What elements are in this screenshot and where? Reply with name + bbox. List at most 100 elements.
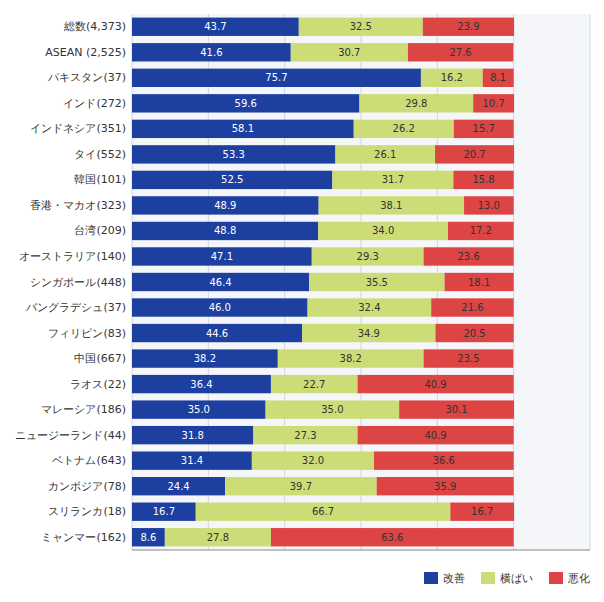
data-label: 10.7 bbox=[482, 98, 504, 109]
bar-segment bbox=[271, 375, 358, 393]
bar-segment bbox=[308, 298, 432, 316]
bar-segment bbox=[299, 18, 423, 36]
data-label: 75.7 bbox=[265, 72, 287, 83]
bars bbox=[132, 18, 514, 547]
category-label: ミャンマー(162) bbox=[41, 531, 126, 544]
data-label: 30.1 bbox=[445, 404, 467, 415]
data-label: 58.1 bbox=[232, 123, 254, 134]
chart: 43.741.675.759.658.153.352.548.948.847.1… bbox=[0, 0, 604, 602]
data-label: 31.8 bbox=[182, 430, 204, 441]
data-label: 29.8 bbox=[405, 98, 427, 109]
data-label: 41.6 bbox=[200, 47, 222, 58]
bar-segment bbox=[319, 196, 464, 214]
bar-segment bbox=[312, 247, 424, 265]
legend-label: 悪化 bbox=[567, 572, 590, 585]
data-label: 8.1 bbox=[490, 72, 506, 83]
bar-segment bbox=[132, 94, 359, 112]
bar-segment bbox=[132, 18, 299, 36]
bar-segment bbox=[454, 120, 514, 138]
bar-segment bbox=[435, 324, 513, 342]
bar-segment bbox=[278, 349, 424, 367]
data-label: 27.3 bbox=[294, 430, 316, 441]
bar-segment bbox=[450, 503, 514, 521]
bar-segment bbox=[132, 451, 252, 469]
bar-segment bbox=[473, 94, 514, 112]
bar-segment bbox=[358, 375, 514, 393]
data-label: 20.5 bbox=[463, 328, 485, 339]
legend-item: 改善 bbox=[424, 572, 465, 585]
category-label: フィリピン(83) bbox=[48, 327, 126, 340]
data-label: 15.7 bbox=[473, 123, 495, 134]
data-label: 52.5 bbox=[221, 174, 243, 185]
bar-segment bbox=[435, 145, 514, 163]
data-label: 21.6 bbox=[461, 302, 483, 313]
data-label: 26.1 bbox=[374, 149, 396, 160]
grid bbox=[132, 14, 590, 550]
bar-segment bbox=[374, 451, 514, 469]
legend: 改善 横ばい 悪化 bbox=[424, 572, 590, 585]
category-label: タイ(552) bbox=[74, 148, 126, 161]
bar-segment bbox=[132, 503, 196, 521]
bar-segment bbox=[318, 222, 448, 240]
bar-segment bbox=[132, 426, 253, 444]
data-label: 34.9 bbox=[358, 328, 380, 339]
category-label: 韓国(101) bbox=[74, 173, 126, 186]
data-label: 15.8 bbox=[472, 174, 494, 185]
category-label: インドネシア(351) bbox=[30, 122, 126, 135]
bar-segment bbox=[431, 298, 513, 316]
data-label: 39.7 bbox=[290, 481, 312, 492]
bar-segment bbox=[132, 324, 302, 342]
category-label: カンボジア(78) bbox=[48, 480, 126, 493]
data-label: 36.6 bbox=[433, 455, 455, 466]
data-label: 20.7 bbox=[463, 149, 485, 160]
data-label: 63.6 bbox=[381, 532, 403, 543]
bar-segment bbox=[423, 18, 514, 36]
legend-label: 横ばい bbox=[500, 572, 533, 585]
data-label: 27.6 bbox=[449, 47, 471, 58]
category-label: オーストラリア(140) bbox=[19, 250, 126, 263]
legend-label: 改善 bbox=[443, 572, 465, 585]
plot-area bbox=[132, 14, 590, 550]
bar-segment bbox=[424, 349, 514, 367]
data-label: 40.9 bbox=[424, 379, 446, 390]
legend-swatch bbox=[481, 572, 495, 584]
data-labels: 43.741.675.759.658.153.352.548.948.847.1… bbox=[140, 21, 506, 542]
category-label: 台湾(209) bbox=[74, 224, 126, 237]
data-label: 8.6 bbox=[140, 532, 156, 543]
data-label: 48.9 bbox=[214, 200, 236, 211]
data-label: 26.2 bbox=[393, 123, 415, 134]
bar-segment bbox=[448, 222, 514, 240]
data-label: 23.6 bbox=[457, 251, 479, 262]
data-label: 38.2 bbox=[340, 353, 362, 364]
data-label: 48.8 bbox=[214, 225, 236, 236]
data-label: 22.7 bbox=[303, 379, 325, 390]
bar-segment bbox=[132, 400, 266, 418]
bar-segment bbox=[354, 120, 454, 138]
data-label: 31.7 bbox=[382, 174, 404, 185]
data-label: 16.7 bbox=[471, 506, 493, 517]
bar-segment bbox=[132, 145, 335, 163]
data-label: 35.5 bbox=[366, 277, 388, 288]
category-label: パキスタン(37) bbox=[47, 71, 126, 84]
bar-segment bbox=[225, 477, 377, 495]
legend-item: 横ばい bbox=[481, 572, 533, 585]
data-label: 35.0 bbox=[321, 404, 343, 415]
data-label: 13.0 bbox=[478, 200, 500, 211]
data-label: 16.2 bbox=[441, 72, 463, 83]
legend-item: 悪化 bbox=[549, 572, 590, 585]
data-label: 27.8 bbox=[207, 532, 229, 543]
category-label: 総数(4,373) bbox=[63, 20, 126, 33]
data-label: 31.4 bbox=[181, 455, 203, 466]
bar-segment bbox=[132, 69, 421, 87]
data-label: 36.4 bbox=[190, 379, 212, 390]
legend-swatch bbox=[549, 572, 563, 584]
bar-segment bbox=[332, 171, 453, 189]
data-label: 32.5 bbox=[350, 21, 372, 32]
bar-segment bbox=[271, 528, 514, 546]
bar-segment bbox=[165, 528, 271, 546]
category-label: バングラデシュ(37) bbox=[25, 301, 126, 314]
data-label: 23.9 bbox=[457, 21, 479, 32]
grid-line bbox=[590, 14, 591, 550]
bar-segment bbox=[483, 69, 514, 87]
data-label: 35.0 bbox=[188, 404, 210, 415]
